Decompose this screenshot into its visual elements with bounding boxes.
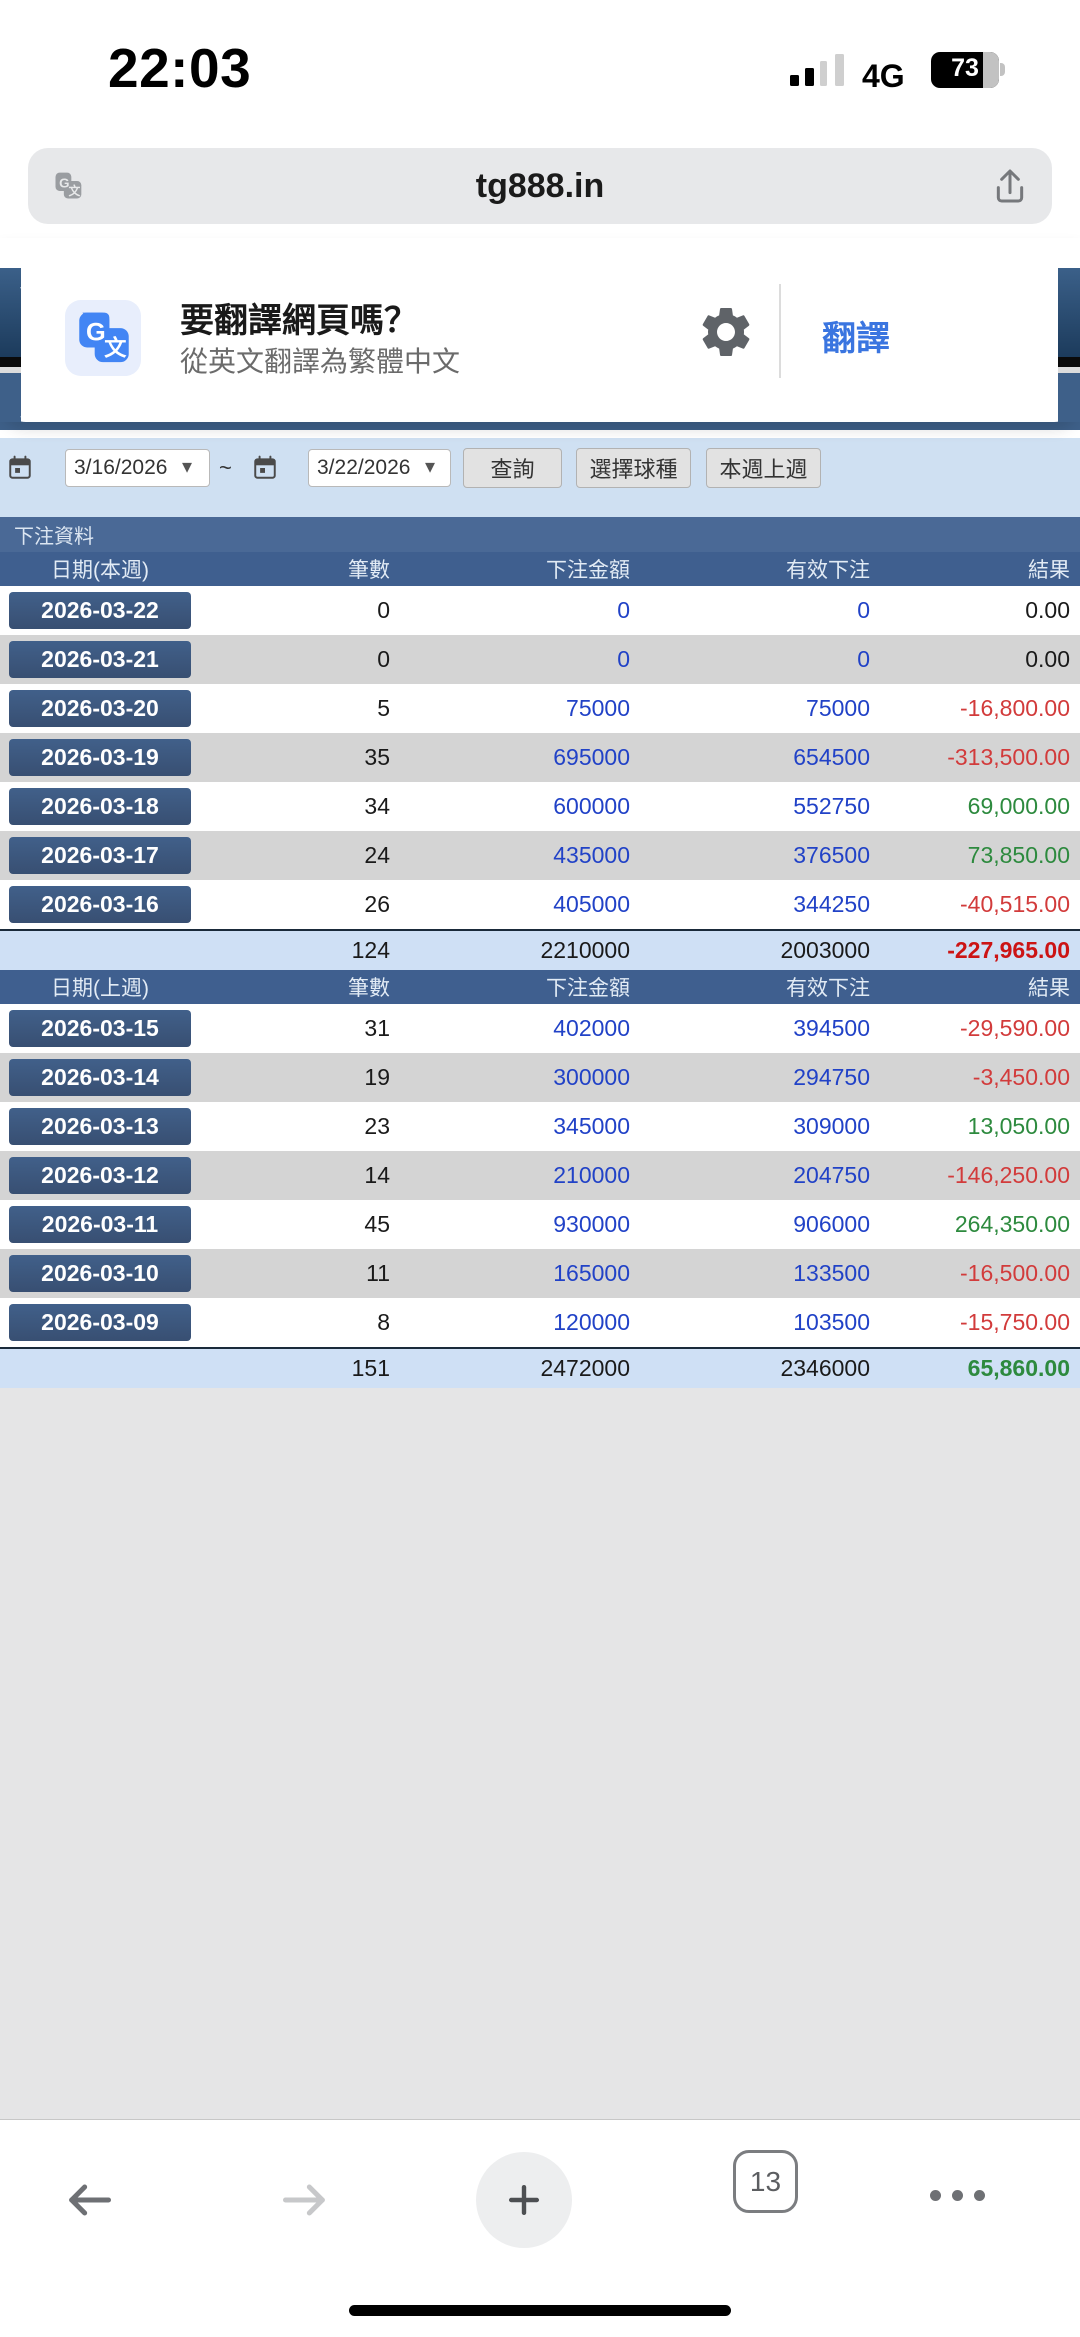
svg-text:G: G <box>86 318 106 346</box>
svg-text:文: 文 <box>104 335 127 360</box>
